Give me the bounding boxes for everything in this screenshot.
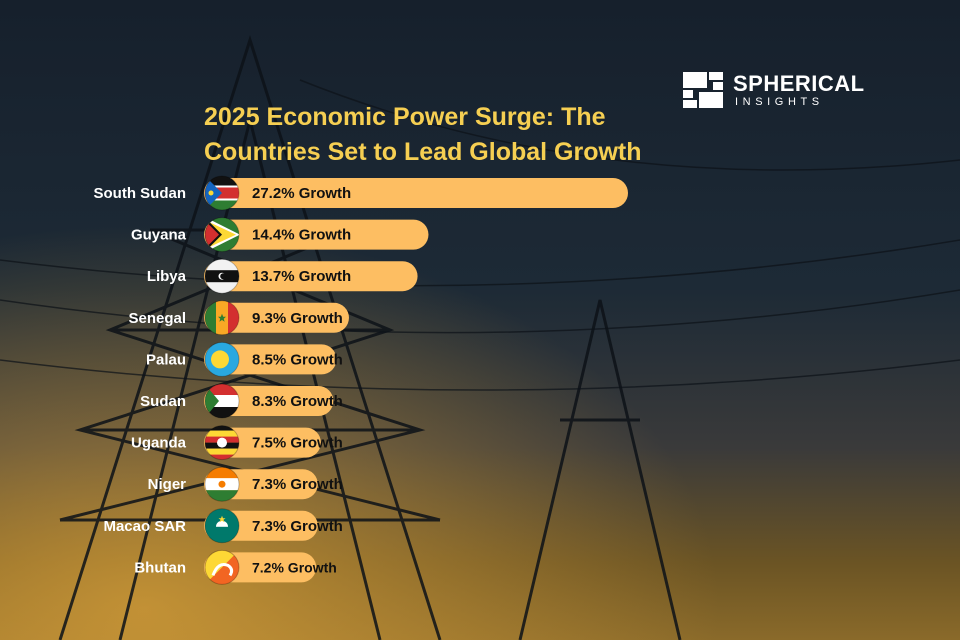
data-label-sudan: 8.3% Growth	[252, 393, 343, 410]
palau-flag-icon	[204, 341, 240, 377]
category-label-guyana: Guyana	[131, 227, 187, 244]
niger-flag-icon	[204, 466, 240, 502]
category-label-south-sudan: South Sudan	[94, 185, 187, 202]
bhutan-flag-icon	[204, 549, 240, 585]
brand-subtitle: INSIGHTS	[735, 96, 824, 108]
macao-flag-icon	[204, 508, 240, 544]
logo-mark-icon	[683, 72, 723, 108]
category-label-niger: Niger	[148, 476, 187, 493]
south-sudan-flag-icon	[204, 175, 240, 211]
data-label-senegal: 9.3% Growth	[252, 310, 343, 327]
category-label-macao-sar: Macao SAR	[103, 518, 186, 535]
guyana-flag-icon	[204, 217, 240, 253]
data-label-macao-sar: 7.3% Growth	[252, 518, 343, 535]
data-label-palau: 8.5% Growth	[252, 351, 343, 368]
data-label-guyana: 14.4% Growth	[252, 227, 351, 244]
category-label-bhutan: Bhutan	[134, 559, 186, 576]
brand-name: SPHERICAL	[733, 71, 865, 96]
category-label-sudan: Sudan	[140, 393, 186, 410]
category-label-libya: Libya	[147, 268, 187, 285]
bar-senegal	[204, 302, 349, 333]
chart-title: 2025 Economic Power Surge: The Countries…	[204, 103, 642, 166]
category-label-uganda: Uganda	[131, 435, 187, 452]
data-label-bhutan: 7.2% Growth	[252, 559, 337, 575]
senegal-flag-icon	[204, 300, 240, 336]
data-label-south-sudan: 27.2% Growth	[252, 185, 351, 202]
bar-south-sudan	[204, 178, 628, 208]
uganda-flag-icon	[204, 425, 240, 461]
spherical-insights-logo: SPHERICAL INSIGHTS	[683, 71, 865, 112]
data-label-niger: 7.3% Growth	[252, 476, 343, 493]
category-label-senegal: Senegal	[128, 310, 186, 327]
sudan-flag-icon	[204, 383, 240, 419]
data-label-libya: 13.7% Growth	[252, 268, 351, 285]
category-label-palau: Palau	[146, 351, 186, 368]
libya-flag-icon	[204, 258, 240, 294]
bar-guyana	[204, 219, 429, 250]
data-label-uganda: 7.5% Growth	[252, 435, 343, 452]
bar-libya	[204, 261, 418, 292]
